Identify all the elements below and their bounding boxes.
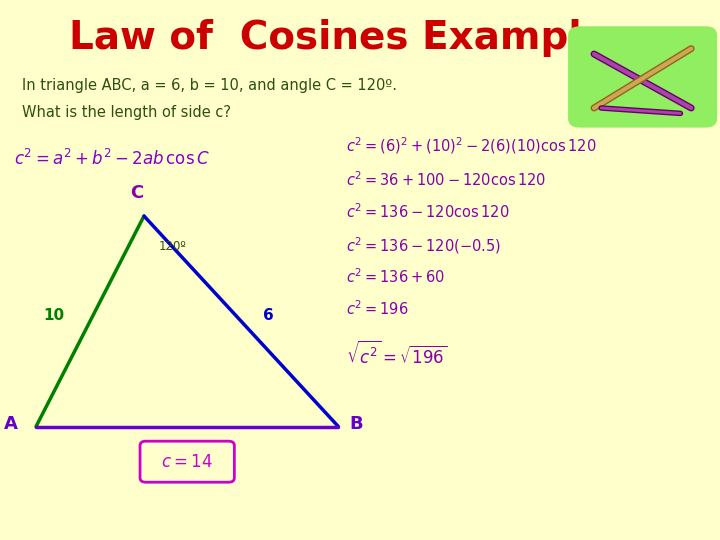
Text: $c^2 = 136 - 120\cos 120$: $c^2 = 136 - 120\cos 120$ [346, 202, 509, 221]
Text: What is the length of side c?: What is the length of side c? [22, 105, 230, 120]
Text: A: A [4, 415, 18, 433]
Text: $c^2 = 136 - 120(-0.5)$: $c^2 = 136 - 120(-0.5)$ [346, 235, 500, 255]
Text: C: C [130, 185, 143, 202]
Text: In triangle ABC, a = 6, b = 10, and angle C = 120º.: In triangle ABC, a = 6, b = 10, and angl… [22, 78, 397, 93]
FancyBboxPatch shape [569, 27, 716, 127]
Text: $\sqrt{c^2} = \sqrt{196}$: $\sqrt{c^2} = \sqrt{196}$ [346, 340, 447, 368]
Text: $c^2 = 36 + 100 - 120\cos 120$: $c^2 = 36 + 100 - 120\cos 120$ [346, 170, 546, 189]
Text: Law of  Cosines Example: Law of Cosines Example [69, 19, 608, 57]
Text: 6: 6 [263, 308, 274, 323]
Text: $c^2 = 196$: $c^2 = 196$ [346, 300, 408, 319]
Text: c: c [183, 440, 192, 455]
Text: $c = 14$: $c = 14$ [161, 453, 213, 471]
Text: 10: 10 [44, 308, 65, 323]
Text: $c^2 = a^2 + b^2 - 2ab\,\cos C$: $c^2 = a^2 + b^2 - 2ab\,\cos C$ [14, 148, 210, 168]
Text: $c^2 = 136 + 60$: $c^2 = 136 + 60$ [346, 267, 445, 286]
Text: 120º: 120º [158, 240, 186, 253]
Text: $c^2 = (6)^2 + (10)^2 - 2(6)(10)\cos 120$: $c^2 = (6)^2 + (10)^2 - 2(6)(10)\cos 120… [346, 135, 596, 156]
FancyBboxPatch shape [140, 441, 235, 482]
Text: B: B [349, 415, 363, 433]
